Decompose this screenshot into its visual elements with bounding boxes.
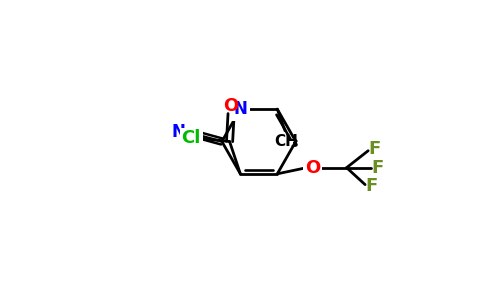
Text: N: N bbox=[233, 100, 247, 118]
Text: CH: CH bbox=[274, 134, 299, 149]
Text: O: O bbox=[224, 97, 239, 115]
Text: N: N bbox=[171, 123, 185, 141]
Text: 3: 3 bbox=[290, 139, 298, 149]
Text: Cl: Cl bbox=[182, 129, 201, 147]
Text: F: F bbox=[371, 159, 383, 177]
Text: O: O bbox=[305, 159, 320, 177]
Text: F: F bbox=[368, 140, 380, 158]
Text: F: F bbox=[365, 177, 378, 195]
